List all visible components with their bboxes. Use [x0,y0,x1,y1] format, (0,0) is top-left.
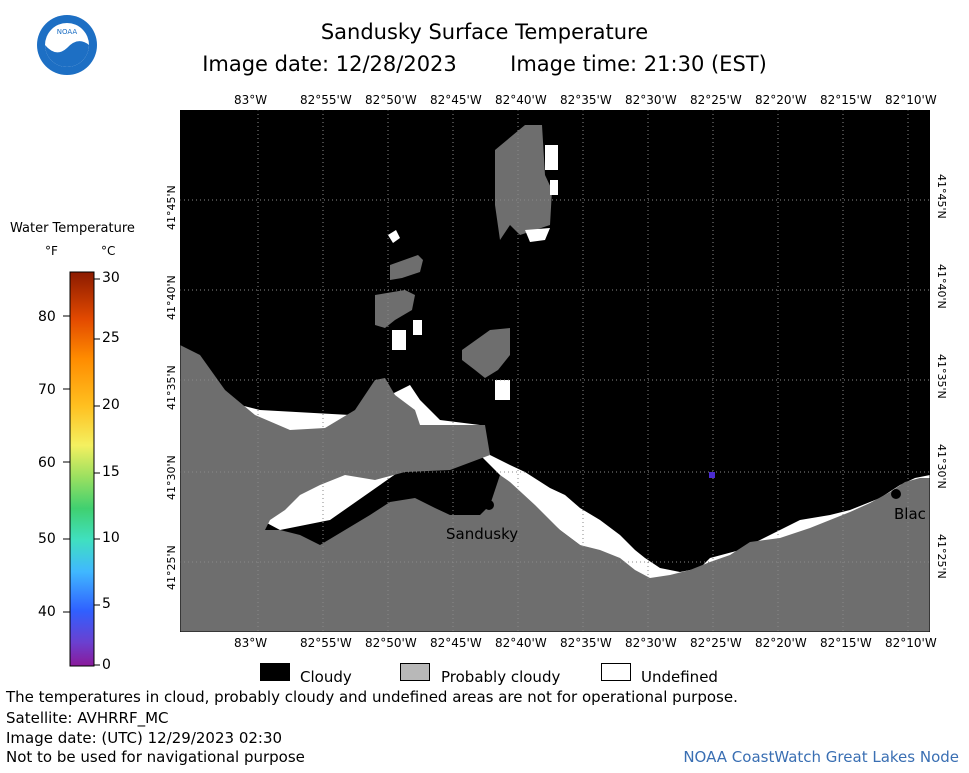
lon-label-bottom: 82°10'W [885,636,937,650]
image-datetime: Image date: 12/28/2023 Image time: 21:30… [0,52,969,76]
legend-swatch-probably-cloudy [400,663,430,681]
lon-label-bottom: 82°45'W [430,636,482,650]
f-tick: 50 [38,531,56,547]
c-tick: 20 [102,397,120,413]
undefined-patch [495,380,510,400]
undefined-patch [413,320,422,335]
lon-label-top: 82°35'W [560,93,612,107]
undefined-patch [392,330,406,350]
probably-cloudy-patch [462,328,510,378]
logo-text: NOAA [57,28,78,36]
page-title: Sandusky Surface Temperature [320,20,649,44]
lon-label-bottom: 82°50'W [365,636,417,650]
map-panel [180,110,930,632]
lon-label-top: 82°30'W [625,93,677,107]
lon-label-bottom: 82°55'W [300,636,352,650]
f-tick: 80 [38,309,56,325]
probably-cloudy-patch [375,290,415,328]
footer-credit: NOAA CoastWatch Great Lakes Node [683,748,959,766]
undefined-patch [388,230,400,243]
blac-dot [891,489,901,499]
lon-label-top: 82°45'W [430,93,482,107]
lat-label-right: 41°30'N [935,444,948,489]
lon-label-top: 82°55'W [300,93,352,107]
c-tick: 5 [102,596,111,612]
undefined-patch [525,228,550,242]
lon-label-bottom: 82°20'W [755,636,807,650]
c-tick: 25 [102,330,120,346]
lon-label-bottom: 82°35'W [560,636,612,650]
footer-utc-date: Image date: (UTC) 12/29/2023 02:30 [6,729,283,747]
land-area [180,345,930,632]
f-tick: 40 [38,604,56,620]
lon-label-bottom: 83°W [234,636,268,650]
lat-label-right: 41°40'N [935,264,948,309]
lat-label-right: 41°25'N [935,534,948,579]
pixel-marker [709,472,715,478]
colorbar-title: Water Temperature [10,221,135,236]
image-time: Image time: 21:30 (EST) [510,52,767,76]
probably-cloudy-patch [390,255,423,280]
undefined-patch [550,180,558,195]
place-label-sandusky: Sandusky [446,525,519,543]
legend-label-undefined: Undefined [641,668,718,686]
lon-label-bottom: 82°30'W [625,636,677,650]
legend-label-cloudy: Cloudy [300,668,352,686]
colorbar [63,271,100,667]
undefined-patch [545,145,558,170]
legend-swatch-undefined [601,663,631,681]
c-tick: 10 [102,530,120,546]
lon-label-top: 82°10'W [885,93,937,107]
f-tick: 70 [38,382,56,398]
image-date: Image date: 12/28/2023 [202,52,457,76]
lat-label-left: 41°25'N [165,545,178,590]
lat-label-left: 41°35'N [165,365,178,410]
footer-note: The temperatures in cloud, probably clou… [6,688,738,706]
colorbar-unit-c: °C [101,244,116,258]
place-label-blac: Blac [894,505,926,523]
lat-label-right: 41°45'N [935,174,948,219]
lat-label-left: 41°45'N [165,185,178,230]
lon-label-top: 83°W [234,93,268,107]
c-tick: 15 [102,464,120,480]
c-tick: 0 [102,657,111,673]
legend-swatch-cloudy [260,663,290,681]
footer-nav-warning: Not to be used for navigational purpose [6,748,305,766]
graticule [180,110,930,632]
colorbar-unit-f: °F [45,244,58,258]
lon-label-bottom: 82°25'W [690,636,742,650]
f-tick: 60 [38,455,56,471]
lon-label-top: 82°15'W [820,93,872,107]
noaa-logo: NOAA [37,15,97,75]
lon-label-bottom: 82°15'W [820,636,872,650]
lat-label-left: 41°30'N [165,455,178,500]
footer-satellite: Satellite: AVHRRF_MC [6,709,169,727]
legend-label-probably-cloudy: Probably cloudy [441,668,561,686]
lat-label-right: 41°35'N [935,354,948,399]
sandusky-dot [484,500,494,510]
lon-label-top: 82°40'W [495,93,547,107]
c-tick: 30 [102,270,120,286]
lon-label-top: 82°25'W [690,93,742,107]
lon-label-top: 82°20'W [755,93,807,107]
lon-label-bottom: 82°40'W [495,636,547,650]
lat-label-left: 41°40'N [165,275,178,320]
probably-cloudy-patch [495,125,552,240]
lon-label-top: 82°50'W [365,93,417,107]
